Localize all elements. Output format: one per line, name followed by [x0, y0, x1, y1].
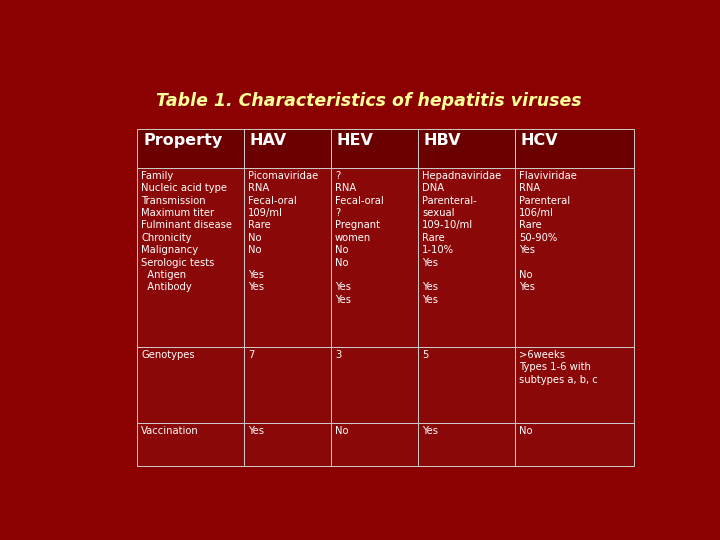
Text: HEV: HEV	[337, 133, 374, 148]
Text: Flaviviridae
RNA
Parenteral
106/ml
Rare
50-90%
Yes

No
Yes: Flaviviridae RNA Parenteral 106/ml Rare …	[519, 171, 577, 293]
Bar	[331, 129, 418, 168]
Bar	[418, 129, 515, 168]
Bar	[138, 423, 244, 466]
Text: No: No	[519, 426, 532, 436]
Text: Property: Property	[143, 133, 222, 148]
Bar	[244, 347, 331, 423]
Text: Vaccination: Vaccination	[141, 426, 199, 436]
Bar	[138, 347, 244, 423]
Text: Genotypes: Genotypes	[141, 350, 195, 360]
Text: >6weeks
Types 1-6 with
subtypes a, b, c: >6weeks Types 1-6 with subtypes a, b, c	[519, 350, 598, 384]
Bar	[331, 423, 418, 466]
Bar	[418, 347, 515, 423]
Bar	[515, 347, 634, 423]
Bar	[515, 129, 634, 168]
Text: 3: 3	[335, 350, 341, 360]
Bar	[138, 129, 244, 168]
Bar	[418, 423, 515, 466]
Text: 5: 5	[422, 350, 428, 360]
Bar	[331, 347, 418, 423]
Bar	[244, 129, 331, 168]
Text: Yes: Yes	[248, 426, 264, 436]
Bar	[515, 168, 634, 347]
Bar	[515, 423, 634, 466]
Text: HAV: HAV	[250, 133, 287, 148]
Text: No: No	[335, 426, 348, 436]
Text: Table 1. Characteristics of hepatitis viruses: Table 1. Characteristics of hepatitis vi…	[156, 92, 582, 110]
Text: Hepadnaviridae
DNA
Parenteral-
sexual
109-10/ml
Rare
1-10%
Yes

Yes
Yes: Hepadnaviridae DNA Parenteral- sexual 10…	[422, 171, 501, 305]
Text: HBV: HBV	[423, 133, 461, 148]
Text: Family
Nucleic acid type
Transmission
Maximum titer
Fulminant disease
Chronicity: Family Nucleic acid type Transmission Ma…	[141, 171, 233, 293]
Bar	[244, 423, 331, 466]
Bar	[418, 168, 515, 347]
Text: Picomaviridae
RNA
Fecal-oral
109/ml
Rare
No
No

Yes
Yes: Picomaviridae RNA Fecal-oral 109/ml Rare…	[248, 171, 318, 293]
Bar	[331, 168, 418, 347]
Text: 7: 7	[248, 350, 254, 360]
Text: ?
RNA
Fecal-oral
?
Pregnant
women
No
No

Yes
Yes: ? RNA Fecal-oral ? Pregnant women No No …	[335, 171, 384, 305]
Text: Yes: Yes	[422, 426, 438, 436]
Bar	[138, 168, 244, 347]
Text: HCV: HCV	[521, 133, 558, 148]
Bar	[244, 168, 331, 347]
